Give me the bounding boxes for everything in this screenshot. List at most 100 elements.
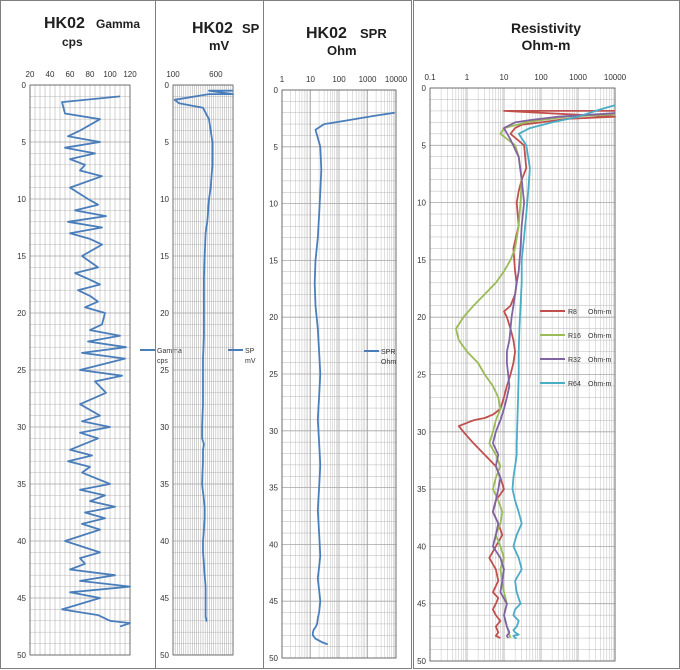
gamma-title-unit: Gamma [96,17,140,31]
y-tick-label: 15 [17,252,26,261]
x-tick-label: 10 [306,75,315,84]
y-tick-label: 40 [269,540,278,549]
y-tick-label: 35 [269,484,278,493]
panel-spr-frame [263,0,412,669]
x-tick-label: 40 [46,70,55,79]
y-tick-label: 25 [417,371,426,380]
y-tick-label: 5 [22,138,27,147]
y-tick-label: 15 [417,256,426,265]
chart-3: 0 5 10 15 20 25 30 35 40 45 50 0.1 1 10 100 1000 10000 R8… [417,73,627,666]
x-tick-label: 10000 [385,75,408,84]
y-tick-label: 5 [422,141,427,150]
y-tick-label: 5 [165,138,170,147]
y-tick-label: 30 [17,423,26,432]
y-tick-label: 25 [160,366,169,375]
spr-title-main: HK02 [306,25,347,42]
legend-name: SP [245,348,255,355]
y-tick-label: 0 [274,86,279,95]
gamma-title: HK02 Gamma cps [44,15,140,49]
y-tick-label: 15 [160,252,169,261]
legend-name: R64 [568,381,581,388]
legend-entry-r8: R8 Ohm-m [540,309,612,316]
y-tick-label: 10 [417,199,426,208]
x-tick-label: 10 [500,73,509,82]
resistivity-title-main: Resistivity [511,20,581,36]
x-tick-label: 80 [86,70,95,79]
legend-entry-gamma: Gamma cps [140,348,182,365]
y-tick-label: 5 [274,143,279,152]
spr-title: HK02 SPR Ohm [306,25,387,58]
x-tick-label: 1 [465,73,470,82]
legend-entry-r32: R32 Ohm-m [540,357,612,364]
y-tick-label: 25 [269,370,278,379]
legend-unit: Ohm-m [588,357,612,364]
legend-name: R32 [568,357,581,364]
y-tick-label: 45 [17,594,26,603]
y-tick-label: 30 [160,423,169,432]
sp-title-unit: SP [242,21,260,36]
plot-area-0 [29,84,131,656]
spr-title-unit: SPR [360,26,387,41]
plot-area-3 [429,87,616,662]
legend-name: SPR [381,349,395,356]
series-line-spr [311,111,395,646]
plot-area-1 [172,84,234,656]
gamma-title-main: HK02 [44,15,85,32]
legend-name: R16 [568,333,581,340]
y-tick-label: 35 [17,480,26,489]
sp-title-unit2: mV [209,38,230,53]
y-tick-label: 30 [417,428,426,437]
y-tick-label: 45 [269,597,278,606]
plot-area-2 [281,89,397,659]
resistivity-title: Resistivity Ohm-m [511,20,581,53]
chart-2: 0 5 10 15 20 25 30 35 40 45 50 1 10 100 1000 10000 SPR Oh… [269,75,408,663]
x-tick-label: 20 [26,70,35,79]
y-tick-label: 50 [160,651,169,660]
x-tick-label: 100 [166,70,180,79]
legend-unit: Ohm-m [588,309,612,316]
x-tick-label: 10000 [604,73,627,82]
series-line-gamma [61,95,131,628]
y-tick-label: 10 [17,195,26,204]
y-tick-label: 10 [160,195,169,204]
x-tick-label: 100 [534,73,548,82]
x-tick-label: 600 [209,70,223,79]
series-line-r32 [491,112,616,639]
legend-entry-spr: SPR Ohm [364,349,396,366]
y-tick-label: 15 [269,256,278,265]
y-tick-label: 20 [160,309,169,318]
x-tick-label: 100 [103,70,117,79]
legend-unit: Ohm-m [588,333,612,340]
y-tick-label: 40 [17,537,26,546]
y-tick-label: 0 [22,81,27,90]
x-tick-label: 1000 [359,75,377,84]
sp-title: HK02 SP mV [192,20,260,53]
x-tick-label: 120 [123,70,137,79]
y-tick-label: 0 [422,84,427,93]
x-tick-label: 100 [332,75,346,84]
legend-entry-r64: R64 Ohm-m [540,381,612,388]
legend-entry-sp: SP mV [228,348,256,365]
y-tick-label: 35 [160,480,169,489]
x-tick-label: 0.1 [424,73,436,82]
series-line-r64 [511,104,616,639]
sp-title-main: HK02 [192,20,233,37]
y-tick-label: 20 [17,309,26,318]
x-tick-label: 60 [66,70,75,79]
legend-name: Gamma [157,348,182,355]
series-line-sp [173,89,234,622]
x-tick-label: 1 [280,75,285,84]
y-tick-label: 45 [160,594,169,603]
y-tick-label: 0 [165,81,170,90]
y-tick-label: 45 [417,600,426,609]
y-tick-label: 35 [417,485,426,494]
y-tick-label: 50 [17,651,26,660]
legend-entry-r16: R16 Ohm-m [540,333,612,340]
legend-unit: Ohm [381,359,396,366]
y-tick-label: 20 [269,313,278,322]
legend-unit: Ohm-m [588,381,612,388]
gamma-title-unit2: cps [62,35,83,49]
y-tick-label: 40 [160,537,169,546]
